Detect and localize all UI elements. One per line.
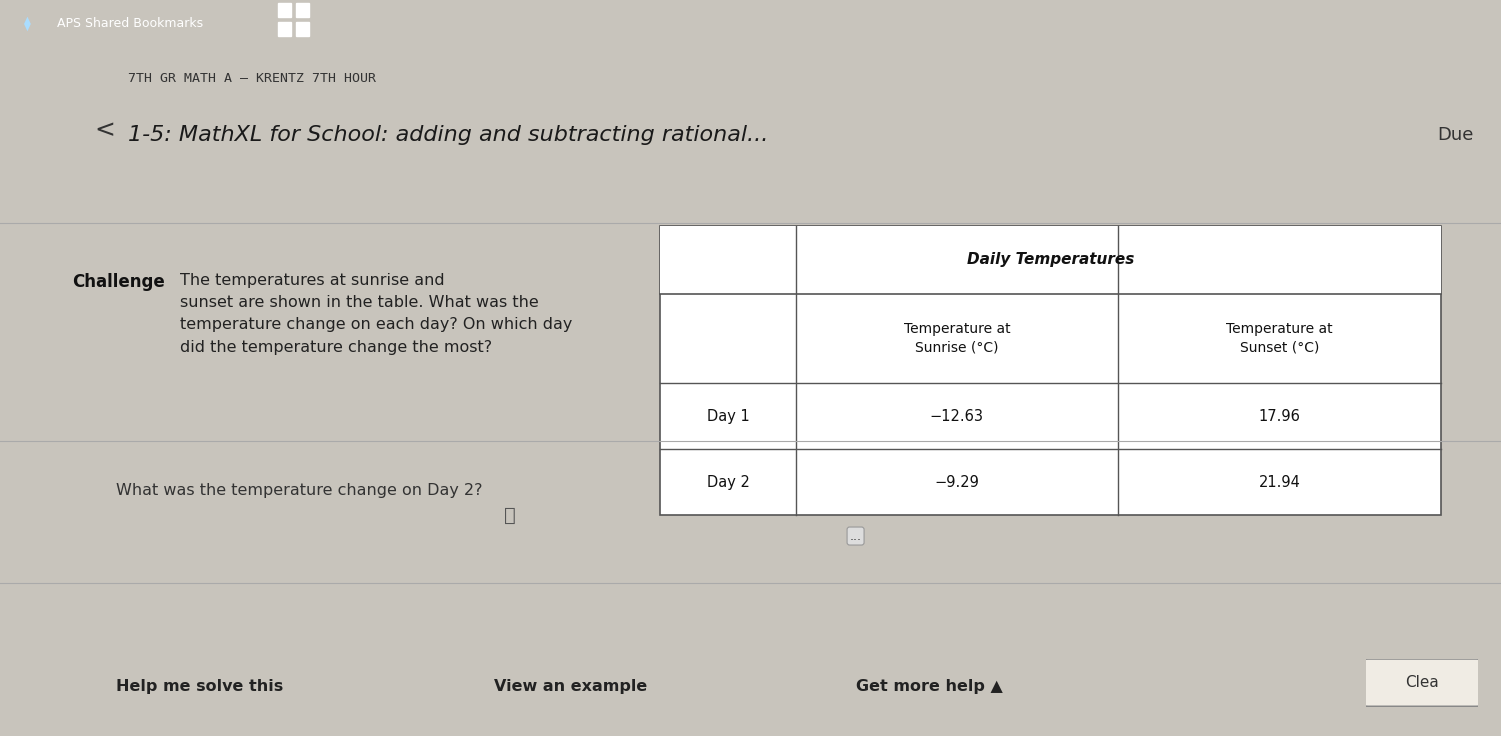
Text: 1-5: MathXL for School: adding and subtracting rational...: 1-5: MathXL for School: adding and subtr… [128,125,769,145]
Text: Due: Due [1438,127,1474,144]
Text: Get more help ▲: Get more help ▲ [856,679,1003,694]
Text: What was the temperature change on Day 2?: What was the temperature change on Day 2… [116,484,482,498]
Text: Challenge: Challenge [72,273,165,291]
Text: Temperature at
Sunrise (°C): Temperature at Sunrise (°C) [904,322,1010,355]
Text: 17.96: 17.96 [1259,408,1300,424]
Text: −12.63: −12.63 [931,408,983,424]
Text: 21.94: 21.94 [1259,475,1300,489]
Text: ⧫: ⧫ [24,17,30,31]
Text: Daily Temperatures: Daily Temperatures [967,252,1135,267]
Text: Clea: Clea [1405,675,1439,690]
FancyBboxPatch shape [660,225,1441,515]
Text: Day 2: Day 2 [707,475,749,489]
Text: −9.29: −9.29 [935,475,979,489]
FancyBboxPatch shape [660,225,1441,294]
Text: 7TH GR MATH A – KRENTZ 7TH HOUR: 7TH GR MATH A – KRENTZ 7TH HOUR [128,71,375,85]
Text: APS Shared Bookmarks: APS Shared Bookmarks [57,18,203,30]
Text: <: < [95,118,116,143]
FancyBboxPatch shape [1363,659,1481,707]
Bar [278,4,291,17]
Bar [278,23,291,36]
Text: Temperature at
Sunset (°C): Temperature at Sunset (°C) [1226,322,1333,355]
Text: The temperatures at sunrise and
sunset are shown in the table. What was the
temp: The temperatures at sunrise and sunset a… [180,273,572,355]
Text: View an example: View an example [494,679,647,694]
Bar [296,23,309,36]
Text: Help me solve this: Help me solve this [116,679,282,694]
Text: Day 1: Day 1 [707,408,749,424]
Bar [296,4,309,17]
Text: ⤢: ⤢ [504,506,516,525]
Text: ...: ... [850,529,862,542]
